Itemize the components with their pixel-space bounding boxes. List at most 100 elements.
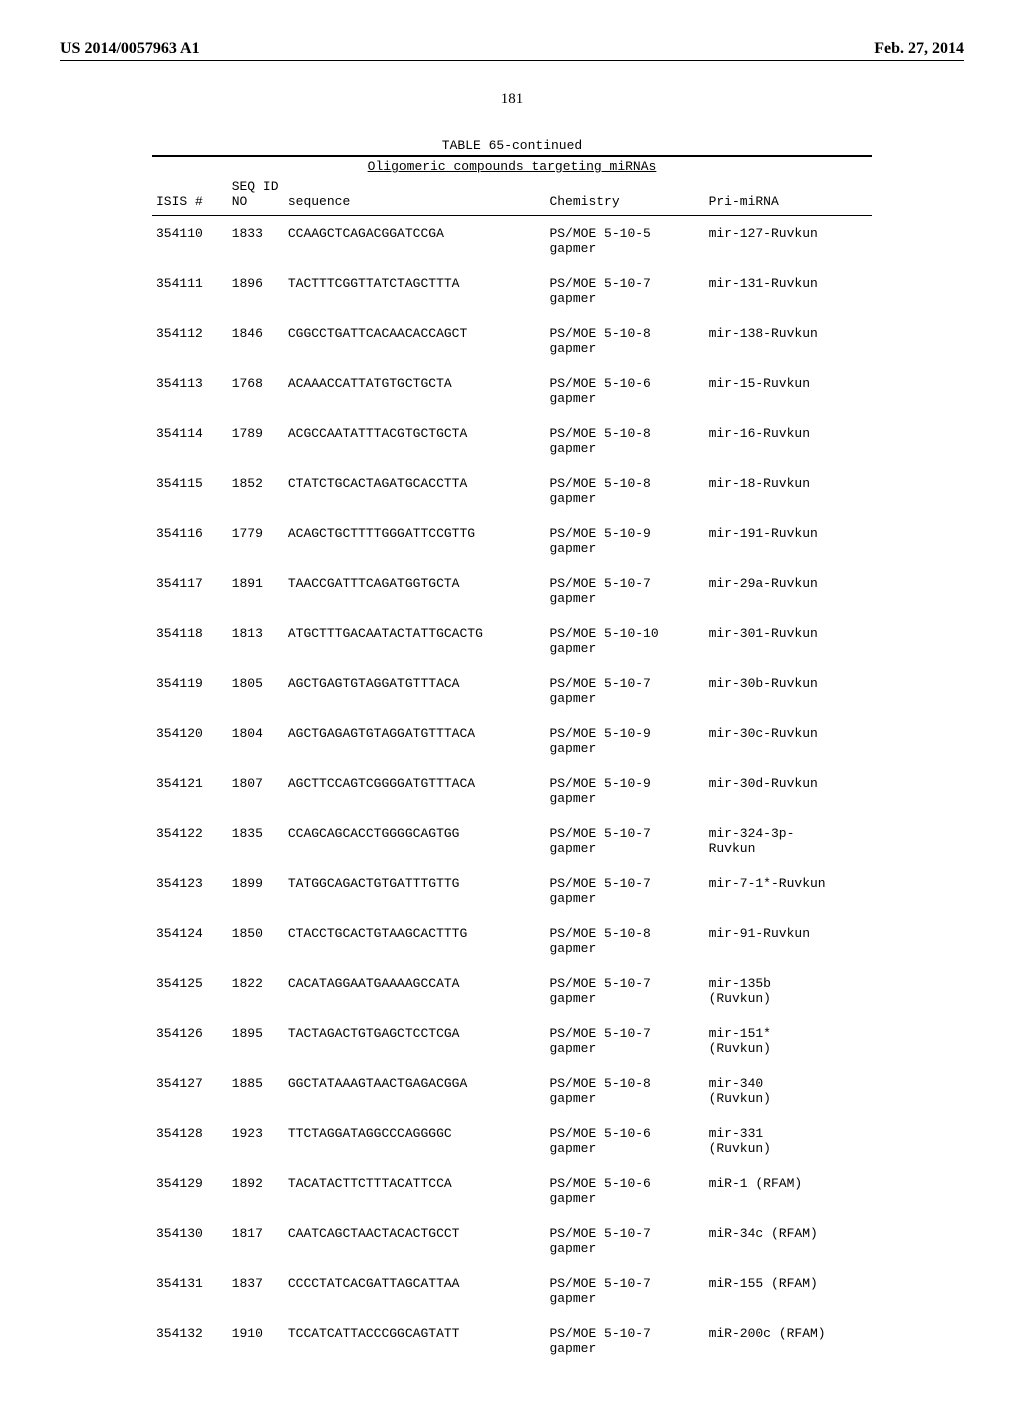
cell-pri: mir-30b-Ruvkun	[705, 666, 872, 716]
cell-seq: 1899	[228, 866, 284, 916]
cell-chemistry: PS/MOE 5-10-6 gapmer	[545, 1116, 704, 1166]
cell-sequence: ACAGCTGCTTTTGGGATTCCGTTG	[284, 516, 546, 566]
cell-seq: 1850	[228, 916, 284, 966]
cell-sequence: CTACCTGCACTGTAAGCACTTTG	[284, 916, 546, 966]
cell-chemistry: PS/MOE 5-10-10 gapmer	[545, 616, 704, 666]
cell-chemistry: PS/MOE 5-10-7 gapmer	[545, 1316, 704, 1366]
table-continued-label: TABLE 65-continued	[152, 138, 872, 153]
cell-seq: 1885	[228, 1066, 284, 1116]
table-row: 3541181813ATGCTTTGACAATACTATTGCACTGPS/MO…	[152, 616, 872, 666]
cell-seq: 1852	[228, 466, 284, 516]
cell-isis: 354123	[152, 866, 228, 916]
cell-sequence: ACAAACCATTATGTGCTGCTA	[284, 366, 546, 416]
cell-seq: 1805	[228, 666, 284, 716]
table-row: 3541161779ACAGCTGCTTTTGGGATTCCGTTGPS/MOE…	[152, 516, 872, 566]
cell-isis: 354125	[152, 966, 228, 1016]
cell-seq: 1837	[228, 1266, 284, 1316]
table-row: 3541131768ACAAACCATTATGTGCTGCTAPS/MOE 5-…	[152, 366, 872, 416]
cell-seq: 1846	[228, 316, 284, 366]
table-row: 3541251822CACATAGGAATGAAAAGCCATAPS/MOE 5…	[152, 966, 872, 1016]
table-row: 3541221835CCAGCAGCACCTGGGGCAGTGGPS/MOE 5…	[152, 816, 872, 866]
cell-chemistry: PS/MOE 5-10-7 gapmer	[545, 966, 704, 1016]
cell-pri: mir-324-3p- Ruvkun	[705, 816, 872, 866]
cell-pri: mir-18-Ruvkun	[705, 466, 872, 516]
table-header-row: ISIS # SEQ ID NO sequence Chemistry Pri-…	[152, 177, 872, 216]
cell-pri: mir-135b (Ruvkun)	[705, 966, 872, 1016]
cell-pri: mir-30d-Ruvkun	[705, 766, 872, 816]
table-wrapper: TABLE 65-continued Oligomeric compounds …	[152, 138, 872, 1366]
cell-chemistry: PS/MOE 5-10-7 gapmer	[545, 816, 704, 866]
cell-sequence: CTATCTGCACTAGATGCACCTTA	[284, 466, 546, 516]
cell-sequence: TACTTTCGGTTATCTAGCTTTA	[284, 266, 546, 316]
cell-chemistry: PS/MOE 5-10-7 gapmer	[545, 1216, 704, 1266]
cell-chemistry: PS/MOE 5-10-6 gapmer	[545, 1166, 704, 1216]
table-row: 3541261895TACTAGACTGTGAGCTCCTCGAPS/MOE 5…	[152, 1016, 872, 1066]
cell-sequence: AGCTGAGTGTAGGATGTTTACA	[284, 666, 546, 716]
cell-chemistry: PS/MOE 5-10-5 gapmer	[545, 216, 704, 267]
cell-sequence: AGCTGAGAGTGTAGGATGTTTACA	[284, 716, 546, 766]
table-row: 3541151852CTATCTGCACTAGATGCACCTTAPS/MOE …	[152, 466, 872, 516]
cell-pri: miR-155 (RFAM)	[705, 1266, 872, 1316]
cell-pri: mir-191-Ruvkun	[705, 516, 872, 566]
data-table: ISIS # SEQ ID NO sequence Chemistry Pri-…	[152, 177, 872, 1366]
cell-chemistry: PS/MOE 5-10-8 gapmer	[545, 466, 704, 516]
cell-pri: mir-16-Ruvkun	[705, 416, 872, 466]
cell-sequence: CAATCAGCTAACTACACTGCCT	[284, 1216, 546, 1266]
table-row: 3541301817CAATCAGCTAACTACACTGCCTPS/MOE 5…	[152, 1216, 872, 1266]
cell-seq: 1910	[228, 1316, 284, 1366]
cell-isis: 354122	[152, 816, 228, 866]
cell-sequence: AGCTTCCAGTCGGGGATGTTTACA	[284, 766, 546, 816]
table-row: 3541211807AGCTTCCAGTCGGGGATGTTTACAPS/MOE…	[152, 766, 872, 816]
cell-chemistry: PS/MOE 5-10-7 gapmer	[545, 666, 704, 716]
cell-pri: miR-34c (RFAM)	[705, 1216, 872, 1266]
cell-isis: 354115	[152, 466, 228, 516]
patent-number: US 2014/0057963 A1	[60, 40, 200, 58]
cell-pri: mir-30c-Ruvkun	[705, 716, 872, 766]
cell-isis: 354114	[152, 416, 228, 466]
col-pri: Pri-miRNA	[705, 177, 872, 216]
cell-sequence: CCAAGCTCAGACGGATCCGA	[284, 216, 546, 267]
table-row: 3541101833CCAAGCTCAGACGGATCCGAPS/MOE 5-1…	[152, 216, 872, 267]
cell-isis: 354117	[152, 566, 228, 616]
table-row: 3541241850CTACCTGCACTGTAAGCACTTTGPS/MOE …	[152, 916, 872, 966]
table-row: 3541201804AGCTGAGAGTGTAGGATGTTTACAPS/MOE…	[152, 716, 872, 766]
cell-pri: miR-200c (RFAM)	[705, 1316, 872, 1366]
table-row: 3541311837CCCCTATCACGATTAGCATTAAPS/MOE 5…	[152, 1266, 872, 1316]
cell-chemistry: PS/MOE 5-10-8 gapmer	[545, 916, 704, 966]
cell-isis: 354112	[152, 316, 228, 366]
cell-seq: 1923	[228, 1116, 284, 1166]
cell-sequence: CGGCCTGATTCACAACACCAGCT	[284, 316, 546, 366]
cell-sequence: GGCTATAAAGTAACTGAGACGGA	[284, 1066, 546, 1116]
cell-sequence: ACGCCAATATTTACGTGCTGCTA	[284, 416, 546, 466]
cell-sequence: TACTAGACTGTGAGCTCCTCGA	[284, 1016, 546, 1066]
cell-chemistry: PS/MOE 5-10-7 gapmer	[545, 1016, 704, 1066]
cell-chemistry: PS/MOE 5-10-9 gapmer	[545, 766, 704, 816]
cell-chemistry: PS/MOE 5-10-7 gapmer	[545, 1266, 704, 1316]
cell-pri: mir-91-Ruvkun	[705, 916, 872, 966]
cell-sequence: TACATACTTCTTTACATTCCA	[284, 1166, 546, 1216]
patent-date: Feb. 27, 2014	[874, 40, 964, 58]
table-row: 3541141789ACGCCAATATTTACGTGCTGCTAPS/MOE …	[152, 416, 872, 466]
col-isis: ISIS #	[152, 177, 228, 216]
cell-chemistry: PS/MOE 5-10-7 gapmer	[545, 866, 704, 916]
cell-pri: miR-1 (RFAM)	[705, 1166, 872, 1216]
cell-chemistry: PS/MOE 5-10-8 gapmer	[545, 416, 704, 466]
table-row: 3541321910TCCATCATTACCCGGCAGTATTPS/MOE 5…	[152, 1316, 872, 1366]
col-sequence: sequence	[284, 177, 546, 216]
cell-isis: 354129	[152, 1166, 228, 1216]
cell-pri: mir-131-Ruvkun	[705, 266, 872, 316]
cell-chemistry: PS/MOE 5-10-8 gapmer	[545, 1066, 704, 1116]
table-row: 3541291892TACATACTTCTTTACATTCCAPS/MOE 5-…	[152, 1166, 872, 1216]
cell-pri: mir-301-Ruvkun	[705, 616, 872, 666]
table-subtitle: Oligomeric compounds targeting miRNAs	[152, 159, 872, 177]
cell-seq: 1822	[228, 966, 284, 1016]
cell-sequence: CCAGCAGCACCTGGGGCAGTGG	[284, 816, 546, 866]
cell-isis: 354120	[152, 716, 228, 766]
cell-seq: 1835	[228, 816, 284, 866]
cell-chemistry: PS/MOE 5-10-9 gapmer	[545, 516, 704, 566]
table-row: 3541111896TACTTTCGGTTATCTAGCTTTAPS/MOE 5…	[152, 266, 872, 316]
cell-seq: 1892	[228, 1166, 284, 1216]
cell-pri: mir-138-Ruvkun	[705, 316, 872, 366]
cell-seq: 1817	[228, 1216, 284, 1266]
table-row: 3541271885GGCTATAAAGTAACTGAGACGGAPS/MOE …	[152, 1066, 872, 1116]
